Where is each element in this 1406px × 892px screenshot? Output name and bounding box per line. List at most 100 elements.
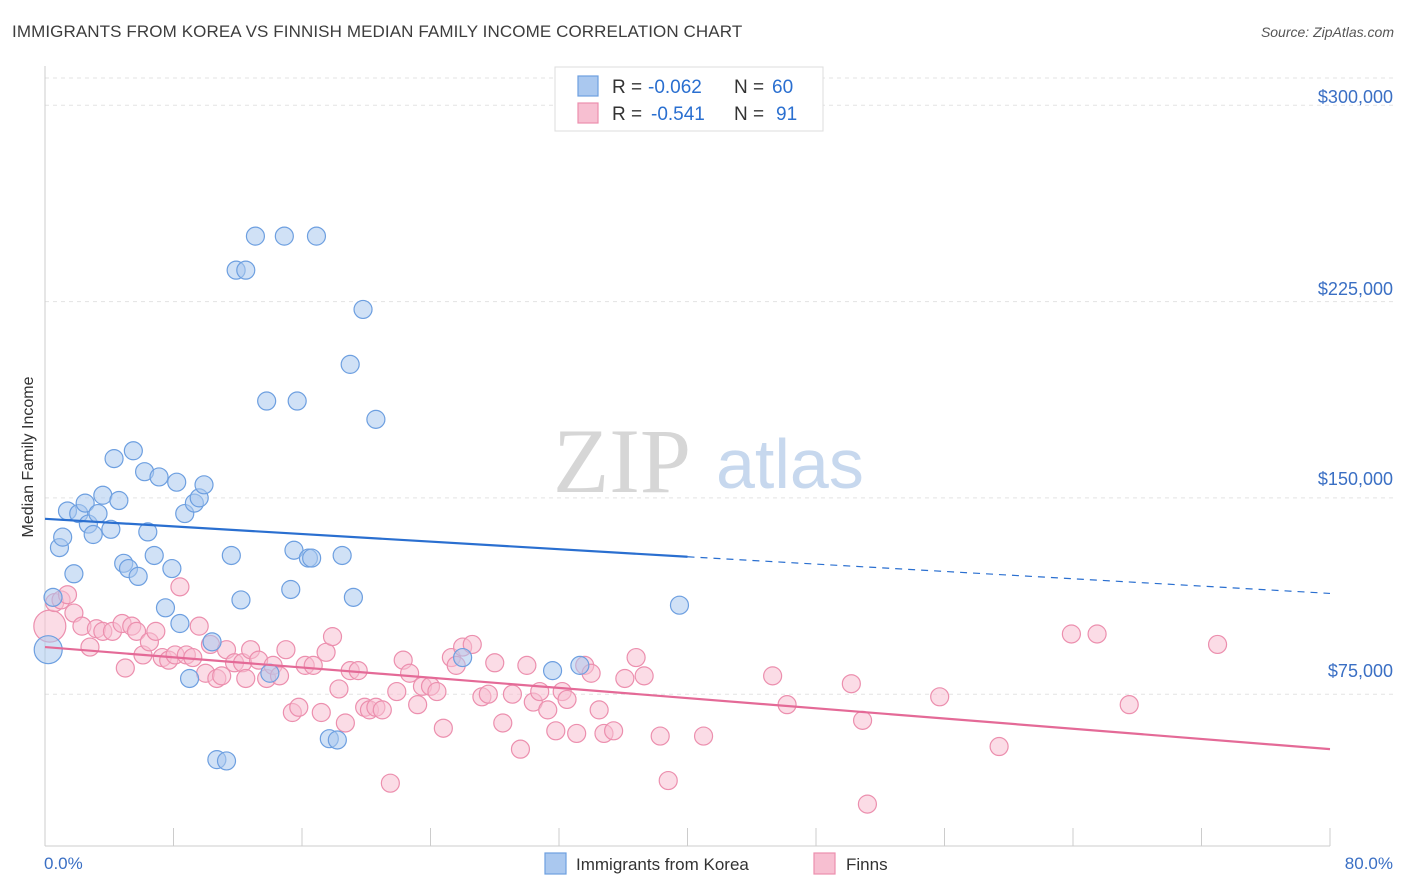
korea-point	[216, 751, 237, 771]
finns-point	[557, 689, 577, 710]
korea-point	[221, 545, 241, 566]
finns-point	[615, 668, 635, 689]
finns-point	[1119, 695, 1139, 715]
trendlines	[44, 517, 1331, 751]
finns-point	[1087, 624, 1107, 644]
korea-point	[306, 226, 327, 246]
korea-point	[53, 527, 73, 547]
series-legend: Immigrants from Korea Finns	[544, 852, 888, 875]
bottom-legend-swatch-finns	[813, 852, 836, 875]
finns-point	[589, 700, 609, 720]
finns-point	[408, 695, 428, 715]
finns-point	[212, 666, 232, 686]
korea-point	[75, 493, 95, 513]
finns-point	[289, 697, 309, 717]
chart-title: IMMIGRANTS FROM KOREA VS FINNISH MEDIAN …	[12, 22, 743, 41]
finns-point	[478, 684, 498, 704]
finns-point	[510, 739, 531, 759]
korea-point	[155, 598, 176, 618]
korea-point	[302, 548, 322, 568]
finns-point	[372, 700, 392, 720]
korea-point	[64, 564, 84, 584]
finns-points	[33, 577, 1228, 814]
finns-point	[115, 658, 135, 678]
finns-point	[146, 621, 166, 641]
finns-point	[433, 718, 453, 738]
korea-point	[149, 467, 169, 487]
finns-point	[567, 723, 587, 744]
korea-point	[281, 579, 301, 600]
korea-point	[669, 595, 690, 615]
legend-r-value-korea: -0.062	[648, 77, 702, 98]
finns-point	[462, 634, 482, 655]
legend-n-value-korea: 60	[772, 77, 793, 98]
y-tick-label: $300,000	[1318, 87, 1393, 107]
finns-point	[387, 681, 407, 702]
finns-point	[485, 653, 505, 673]
finns-point	[329, 679, 349, 699]
legend-n-value-finns: 91	[776, 104, 797, 125]
finns-trendline	[44, 645, 1331, 751]
korea-point	[202, 632, 222, 652]
y-tick-label: $225,000	[1318, 279, 1393, 299]
korea-point	[236, 260, 256, 280]
finns-point	[1207, 634, 1228, 655]
korea-point	[128, 566, 148, 587]
korea-point	[353, 299, 373, 320]
bottom-legend-label-korea: Immigrants from Korea	[576, 855, 749, 874]
stats-legend: R = -0.062 N = 60 R = -0.541 N = 91	[554, 66, 824, 132]
korea-point	[33, 635, 63, 665]
korea-point	[170, 613, 190, 634]
korea-point	[343, 587, 363, 607]
korea-point	[257, 391, 277, 411]
korea-point	[231, 590, 251, 610]
legend-box	[554, 66, 824, 132]
legend-r-label: R =	[612, 104, 642, 125]
finns-point	[189, 616, 209, 636]
finns-point	[400, 663, 420, 683]
finns-point	[335, 713, 355, 733]
y-axis-label: Median Family Income	[20, 376, 37, 537]
finns-point	[322, 627, 343, 647]
korea-point	[366, 409, 386, 429]
finns-point	[538, 700, 558, 720]
korea-point	[179, 668, 200, 689]
korea-point	[327, 730, 347, 750]
finns-point	[634, 666, 654, 686]
finns-point	[276, 640, 296, 660]
y-tick-label: $150,000	[1318, 469, 1393, 489]
finns-point	[841, 674, 861, 694]
bottom-legend-label-finns: Finns	[846, 855, 888, 874]
watermark: ZIP atlas	[553, 410, 864, 512]
axes	[44, 66, 1331, 847]
finns-point	[989, 736, 1009, 757]
finns-point	[763, 666, 783, 686]
finns-point	[427, 681, 447, 702]
chart-source: Source: ZipAtlas.com	[1260, 24, 1394, 40]
korea-trendline	[44, 517, 688, 558]
finns-point	[650, 726, 670, 746]
korea-point	[260, 663, 280, 683]
bottom-legend-swatch-korea	[544, 852, 567, 875]
korea-point	[93, 485, 113, 505]
finns-point	[493, 713, 513, 733]
korea-point	[138, 522, 158, 542]
korea-point	[101, 519, 121, 539]
legend-r-label: R =	[612, 77, 642, 98]
korea-points	[33, 226, 690, 771]
finns-point	[1061, 624, 1081, 644]
finns-point	[852, 710, 873, 730]
finns-point	[658, 770, 678, 791]
legend-n-label: N =	[734, 104, 764, 125]
korea-point	[287, 391, 307, 411]
korea-point	[453, 647, 473, 668]
korea-point	[194, 475, 214, 495]
korea-point	[167, 472, 187, 492]
watermark-zip: ZIP	[553, 410, 691, 512]
korea-point	[340, 354, 360, 374]
finns-point	[311, 702, 331, 723]
finns-point	[126, 621, 147, 641]
korea-point	[144, 545, 164, 566]
finns-point	[502, 684, 523, 704]
